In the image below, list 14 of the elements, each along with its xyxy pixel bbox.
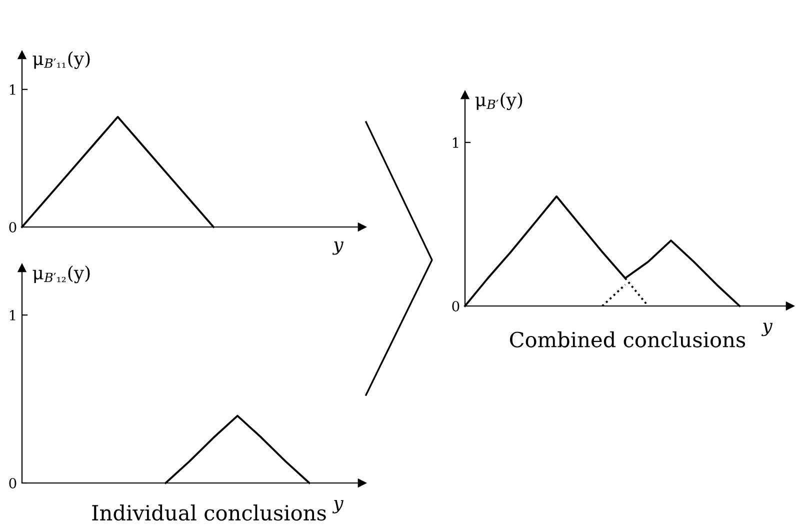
text: Individual conclusions — [92, 504, 326, 521]
y-tick-label: 1 — [452, 137, 458, 148]
y-axis-title: μ$_{B′}$(y) — [475, 92, 522, 110]
y-tick-label: 0 — [9, 478, 16, 488]
text: Combined conclusions — [510, 331, 746, 348]
x-axis-title: y — [332, 241, 344, 255]
x-axis-title: y — [332, 500, 344, 514]
y-tick-label: 0 — [9, 222, 16, 232]
y-axis-title: μ$_{B′₁₂}$(y) — [32, 266, 90, 284]
y-tick-label: 1 — [10, 310, 16, 320]
y-tick-label: 1 — [10, 84, 16, 95]
y-tick-label: 0 — [452, 300, 460, 312]
x-axis-title: y — [761, 322, 773, 336]
y-axis-title: μ$_{B′₁₁}$(y) — [32, 51, 90, 69]
